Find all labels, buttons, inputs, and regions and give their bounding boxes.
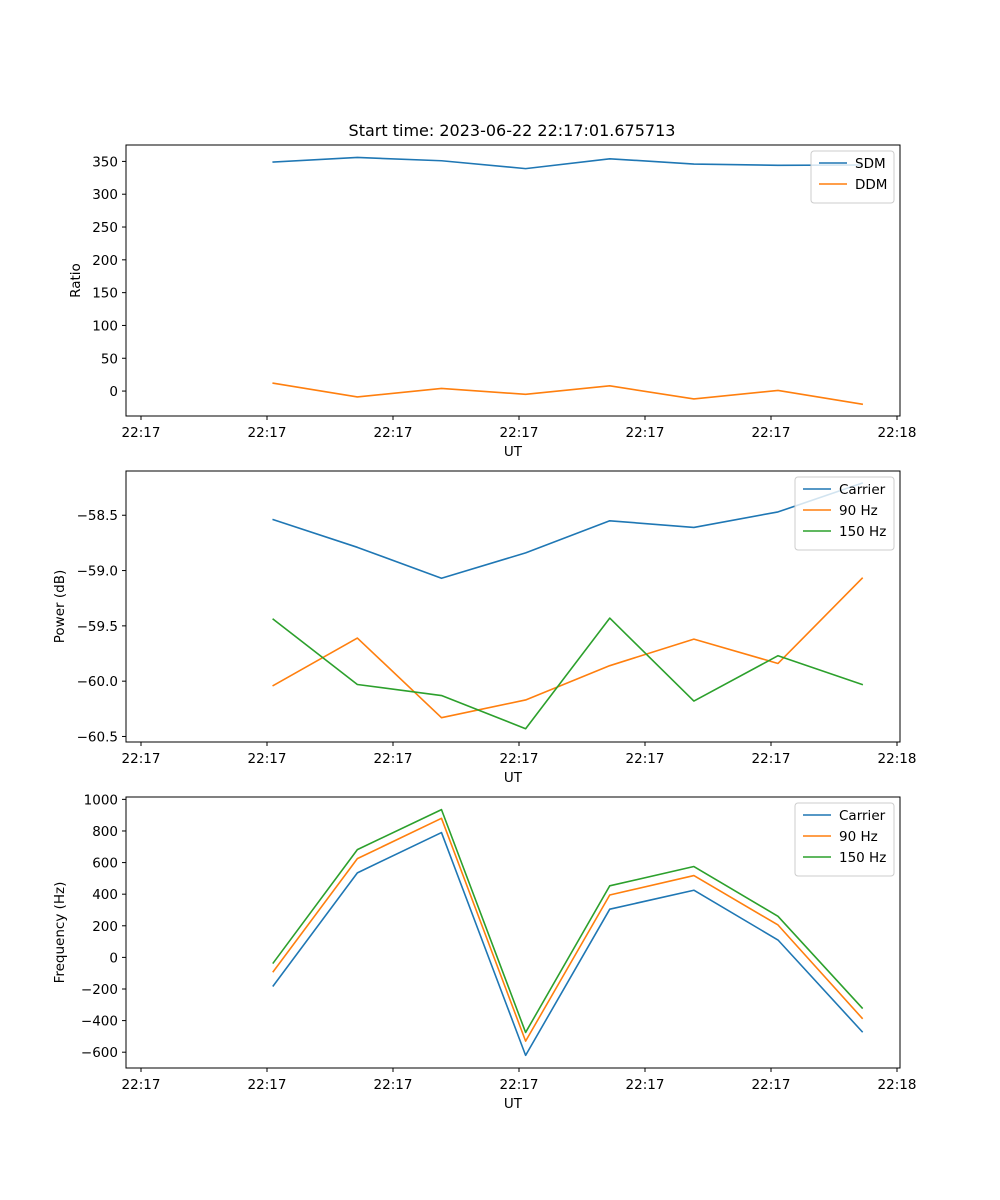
x-tick-label: 22:17 xyxy=(500,1077,539,1093)
x-tick-label: 22:17 xyxy=(248,1077,287,1093)
y-tick-label: 800 xyxy=(92,824,118,840)
y-tick-label: −600 xyxy=(81,1045,118,1061)
legend-entry: 90 Hz xyxy=(839,503,878,519)
y-tick-label: 400 xyxy=(92,887,118,903)
x-tick-label: 22:18 xyxy=(878,425,917,441)
y-tick-label: 100 xyxy=(92,318,118,334)
x-tick-label: 22:17 xyxy=(122,1077,161,1093)
y-tick-label: −200 xyxy=(81,982,118,998)
legend-entry: 150 Hz xyxy=(839,850,886,866)
legend: SDM DDM xyxy=(810,150,895,204)
legend: Carrier 90 Hz 150 Hz xyxy=(794,476,895,551)
legend-entry: Carrier xyxy=(839,808,886,824)
y-tick-label: 200 xyxy=(92,253,118,269)
y-tick-label: 0 xyxy=(109,384,118,400)
legend-box xyxy=(810,150,895,204)
x-tick-label: 22:17 xyxy=(752,751,791,767)
chart-panel-3: 22:17 22:17 22:17 22:17 22:17 22:17 22:18 −600 −… xyxy=(52,792,916,1112)
y-tick-label: −60.5 xyxy=(77,729,118,745)
x-tick-label: 22:17 xyxy=(752,1077,791,1093)
y-axis-label: Frequency (Hz) xyxy=(52,882,68,984)
x-tick-label: 22:18 xyxy=(878,751,917,767)
series-line-150-hz xyxy=(272,617,864,730)
chart-panels: 22:17 22:17 22:17 22:17 22:17 22:17 22:18 0 50 10… xyxy=(52,144,917,1112)
y-axis-label: Power (dB) xyxy=(52,570,68,643)
y-tick-label: −59.0 xyxy=(77,564,118,580)
x-axis-label: UT xyxy=(504,444,523,460)
y-tick-label: −60.0 xyxy=(77,674,118,690)
series-line-90-hz xyxy=(272,817,864,1042)
y-tick-label: 0 xyxy=(109,950,118,966)
x-axis-label: UT xyxy=(504,1096,523,1112)
legend-entry: DDM xyxy=(855,177,887,193)
series-line-carrier xyxy=(272,831,864,1057)
y-tick-label: 350 xyxy=(92,154,118,170)
legend-entry: 90 Hz xyxy=(839,829,878,845)
x-tick-label: 22:17 xyxy=(248,751,287,767)
plot-area xyxy=(125,144,901,417)
y-tick-label: 200 xyxy=(92,919,118,935)
y-tick-label: 300 xyxy=(92,187,118,203)
series-line-sdm xyxy=(272,156,863,170)
x-tick-label: 22:17 xyxy=(626,425,665,441)
legend-entry: Carrier xyxy=(839,482,886,498)
y-tick-label: 1000 xyxy=(84,792,118,808)
series-line-150-hz xyxy=(272,808,864,1034)
x-tick-label: 22:17 xyxy=(752,425,791,441)
y-tick-label: 150 xyxy=(92,286,118,302)
series-line-carrier xyxy=(272,482,864,580)
x-tick-label: 22:17 xyxy=(626,1077,665,1093)
y-tick-label: 50 xyxy=(101,351,118,367)
y-tick-label: −400 xyxy=(81,1014,118,1030)
series-line-ddm xyxy=(272,382,864,406)
plot-area xyxy=(125,470,901,743)
x-tick-label: 22:17 xyxy=(122,751,161,767)
y-tick-label: −58.5 xyxy=(77,508,118,524)
x-tick-label: 22:17 xyxy=(500,425,539,441)
series-line-90-hz xyxy=(272,577,864,719)
x-tick-label: 22:17 xyxy=(374,425,413,441)
y-tick-label: 250 xyxy=(92,220,118,236)
y-tick-label: 600 xyxy=(92,856,118,872)
legend-entry: SDM xyxy=(855,156,886,172)
x-tick-label: 22:17 xyxy=(626,751,665,767)
x-tick-label: 22:17 xyxy=(122,425,161,441)
x-tick-label: 22:17 xyxy=(500,751,539,767)
legend: Carrier 90 Hz 150 Hz xyxy=(794,802,895,877)
x-tick-label: 22:18 xyxy=(878,1077,917,1093)
y-axis-label: Ratio xyxy=(68,263,84,298)
x-tick-label: 22:17 xyxy=(374,1077,413,1093)
chart-panel-1: 22:17 22:17 22:17 22:17 22:17 22:17 22:18 0 50 10… xyxy=(68,144,917,460)
chart-title: Start time: 2023-06-22 22:17:01.675713 xyxy=(349,121,676,140)
x-axis-label: UT xyxy=(504,770,523,786)
plot-area xyxy=(125,796,901,1069)
x-tick-label: 22:17 xyxy=(248,425,287,441)
y-tick-label: −59.5 xyxy=(77,619,118,635)
chart-panel-2: 22:17 22:17 22:17 22:17 22:17 22:17 22:18 −60.5… xyxy=(52,470,917,786)
legend-entry: 150 Hz xyxy=(839,524,886,540)
x-tick-label: 22:17 xyxy=(374,751,413,767)
